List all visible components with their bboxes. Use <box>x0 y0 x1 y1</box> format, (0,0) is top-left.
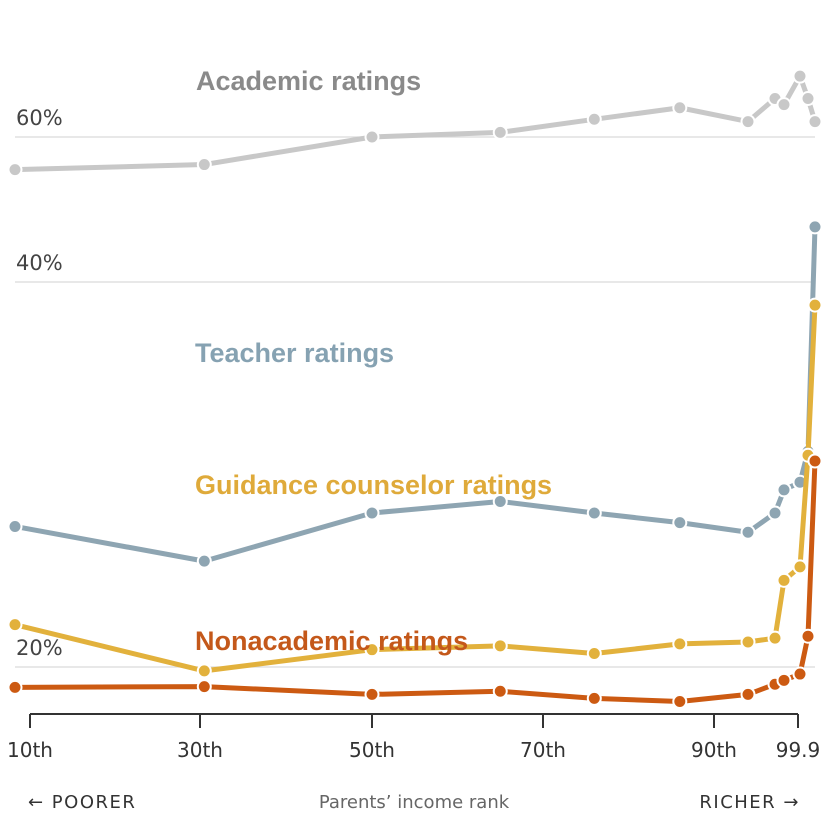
x-axis: 10th 30th 50th 70th 90th 99.9 <box>7 713 821 762</box>
x-tick-label: 99.9 <box>776 738 821 762</box>
data-point <box>364 686 380 702</box>
data-point <box>7 162 23 178</box>
data-point <box>196 157 212 173</box>
data-point <box>792 68 808 84</box>
gridlines <box>15 136 815 668</box>
data-point <box>740 524 756 540</box>
x-tick-label: 10th <box>7 738 53 762</box>
x-tick-label: 50th <box>349 738 395 762</box>
data-point <box>807 219 823 235</box>
data-point <box>776 672 792 688</box>
y-tick-label: 40% <box>16 251 63 275</box>
data-point <box>492 124 508 140</box>
data-point <box>492 638 508 654</box>
series-teacher-ratings <box>7 219 823 569</box>
series-lines <box>7 68 823 709</box>
x-tick-label: 70th <box>520 738 566 762</box>
data-point <box>7 518 23 534</box>
series-label: Academic ratings <box>196 66 421 96</box>
data-point <box>586 111 602 127</box>
data-point <box>196 553 212 569</box>
data-point <box>492 493 508 509</box>
x-tick-label: 30th <box>177 738 223 762</box>
data-point <box>740 634 756 650</box>
series-academic-ratings <box>7 68 823 178</box>
data-point <box>807 297 823 313</box>
data-point <box>196 679 212 695</box>
data-point <box>672 693 688 709</box>
data-point <box>767 630 783 646</box>
data-point <box>776 572 792 588</box>
series-guidance-counselor-ratings <box>7 297 823 679</box>
data-point <box>586 505 602 521</box>
data-point <box>800 91 816 106</box>
x-axis-title: Parents’ income rank <box>319 792 510 813</box>
series-label: Teacher ratings <box>195 338 394 368</box>
data-point <box>7 679 23 695</box>
data-point <box>767 505 783 521</box>
y-tick-label: 60% <box>16 106 63 130</box>
y-tick-label: 20% <box>16 636 63 660</box>
data-point <box>586 646 602 662</box>
y-axis-ticks: 20% 40% 60% <box>16 106 63 660</box>
data-point <box>586 690 602 706</box>
data-point <box>807 453 823 469</box>
data-point <box>776 97 792 113</box>
data-point <box>800 628 816 644</box>
data-point <box>740 686 756 702</box>
x-tick-label: 90th <box>691 738 737 762</box>
data-point <box>807 114 823 130</box>
series-line <box>12 224 818 564</box>
data-point <box>672 515 688 531</box>
data-point <box>792 559 808 575</box>
direction-right-label: RICHER → <box>699 792 800 813</box>
data-point <box>196 663 212 679</box>
x-axis-footer: ← POORER Parents’ income rank RICHER → <box>28 792 800 813</box>
series-labels: Academic ratings Teacher ratings Guidance … <box>195 66 552 656</box>
series-line <box>12 302 818 674</box>
series-label: Nonacademic ratings <box>195 626 468 656</box>
data-point <box>492 683 508 699</box>
data-point <box>792 666 808 682</box>
data-point <box>364 505 380 521</box>
data-point <box>672 100 688 116</box>
series-label: Guidance counselor ratings <box>195 470 552 500</box>
data-point <box>364 129 380 145</box>
data-point <box>672 636 688 652</box>
data-point <box>740 114 756 130</box>
data-point <box>7 617 23 633</box>
series-nonacademic-ratings <box>7 453 823 709</box>
data-point <box>776 482 792 498</box>
data-point <box>364 642 380 658</box>
direction-left-label: ← POORER <box>28 792 136 813</box>
